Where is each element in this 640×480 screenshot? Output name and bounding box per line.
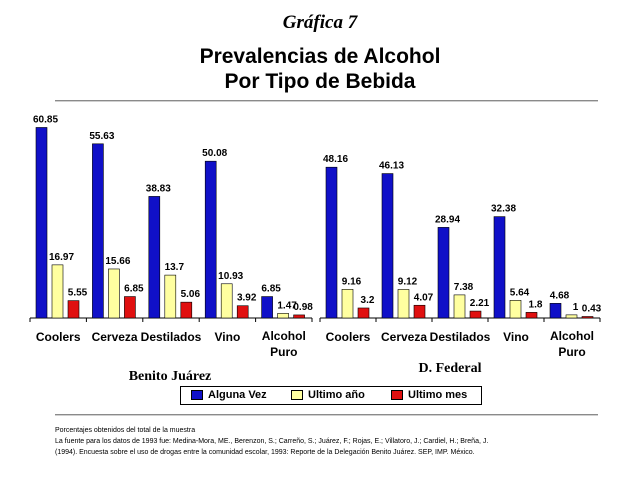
data-label: 48.16 [323,154,348,165]
bar-ultimo-año [341,289,354,319]
category-label: Vino [503,330,529,344]
category-label: Destilados [141,330,202,344]
bar-alguna-vez [92,143,104,319]
category-label: Vino [215,330,241,344]
data-label: 9.12 [398,276,418,287]
data-label: 13.7 [165,262,185,273]
data-label: 6.85 [261,284,281,295]
category-label: Cerveza [381,330,427,344]
category-label: Alcohol [262,329,306,343]
bar-ultimo-año [277,313,289,319]
data-label: 50.08 [202,148,227,159]
data-label: 55.63 [89,131,114,142]
category-label: Puro [558,345,585,359]
data-label: 5.55 [68,288,88,299]
data-label: 46.13 [379,161,404,172]
bar-ultimo-mes [357,307,370,319]
bar-ultimo-año [51,264,64,319]
data-label: 2.21 [470,298,490,309]
bar-alguna-vez [325,166,338,319]
data-label: 32.38 [491,204,516,215]
category-label: Cerveza [92,330,138,344]
data-label: 5.64 [510,287,530,298]
data-label: 1 [573,302,579,313]
legend-swatch-blue [191,390,203,400]
legend-item-alguna-vez: Alguna Vez [191,389,267,401]
note-line: Porcentajes obtenidos del total de la mu… [55,427,196,434]
legend-swatch-red [391,390,403,400]
data-label: 3.92 [237,293,257,304]
bottom-rule [55,414,598,416]
data-label: 9.16 [342,276,362,287]
data-label: 28.94 [435,214,460,225]
legend-label: Ultimo año [308,389,365,401]
category-label: Destilados [430,330,491,344]
bar-ultimo-mes [293,314,305,319]
category-label: Coolers [326,330,371,344]
bar-alguna-vez [493,216,506,319]
legend-item-ultimo-ano: Ultimo año [291,389,365,401]
legend-swatch-yellow [291,390,303,400]
data-label: 4.68 [550,290,570,301]
bar-ultimo-mes [124,296,136,319]
bar-alguna-vez [437,227,450,319]
data-label: 15.66 [105,256,130,267]
bar-ultimo-año [509,300,522,319]
bar-alguna-vez [204,160,217,319]
bar-chart: 60.85 16.97 5.55 Coolers 55.63 15.66 6.85 Cerve… [29,114,602,380]
category-label: Alcohol [550,329,594,343]
data-label: 5.06 [181,289,201,300]
data-label: 0.43 [582,304,602,315]
data-label: 1.47 [277,300,297,311]
bar-ultimo-mes [525,312,538,319]
category-label: Puro [270,345,297,359]
bar-ultimo-mes [67,300,80,319]
data-label: 0.98 [293,302,313,313]
legend-label: Alguna Vez [208,389,267,401]
chart-title: Prevalencias de Alcohol Por Tipo de Bebi… [0,44,640,94]
bar-ultimo-año [164,274,177,319]
bar-ultimo-mes [180,301,193,319]
bar-ultimo-mes [581,316,594,319]
bar-alguna-vez [261,296,273,319]
bar-ultimo-mes [413,304,426,319]
top-rule [55,100,598,102]
data-label: 10.93 [218,271,243,282]
data-label: 1.8 [529,299,543,310]
legend-label: Ultimo mes [408,389,468,401]
figure-label: Gráfica 7 [282,12,358,33]
data-label: 16.97 [49,252,74,263]
legend: Alguna Vez Ultimo año Ultimo mes [180,386,482,405]
bar-alguna-vez [381,173,394,319]
note-line: La fuente para los datos de 1993 fue: Me… [55,438,489,445]
bar-alguna-vez [35,127,48,319]
bar-ultimo-año [108,268,120,319]
category-label: Coolers [36,330,81,344]
group-label: D. Federal [419,361,482,376]
chart-title-line-2: Por Tipo de Bebida [224,70,416,93]
data-label: 60.85 [33,114,58,125]
data-label: 3.2 [361,295,375,306]
group-label: Benito Juárez [129,369,212,380]
bar-ultimo-año [220,283,233,319]
bar-ultimo-mes [236,305,249,319]
bar-alguna-vez [549,303,562,319]
note-line: (1994). Encuesta sobre el uso de drogas … [55,449,475,456]
data-label: 38.83 [146,183,171,194]
source-notes: Porcentajes obtenidos del total de la mu… [55,425,615,458]
bar-ultimo-año [565,314,578,319]
bar-ultimo-mes [469,310,482,319]
data-label: 7.38 [454,282,474,293]
bar-ultimo-año [397,289,410,319]
chart-title-line-1: Prevalencias de Alcohol [199,45,441,68]
data-label: 6.85 [124,284,144,295]
bar-alguna-vez [148,196,161,319]
legend-item-ultimo-mes: Ultimo mes [391,389,467,401]
bar-ultimo-año [453,294,466,319]
data-label: 4.07 [414,292,434,303]
